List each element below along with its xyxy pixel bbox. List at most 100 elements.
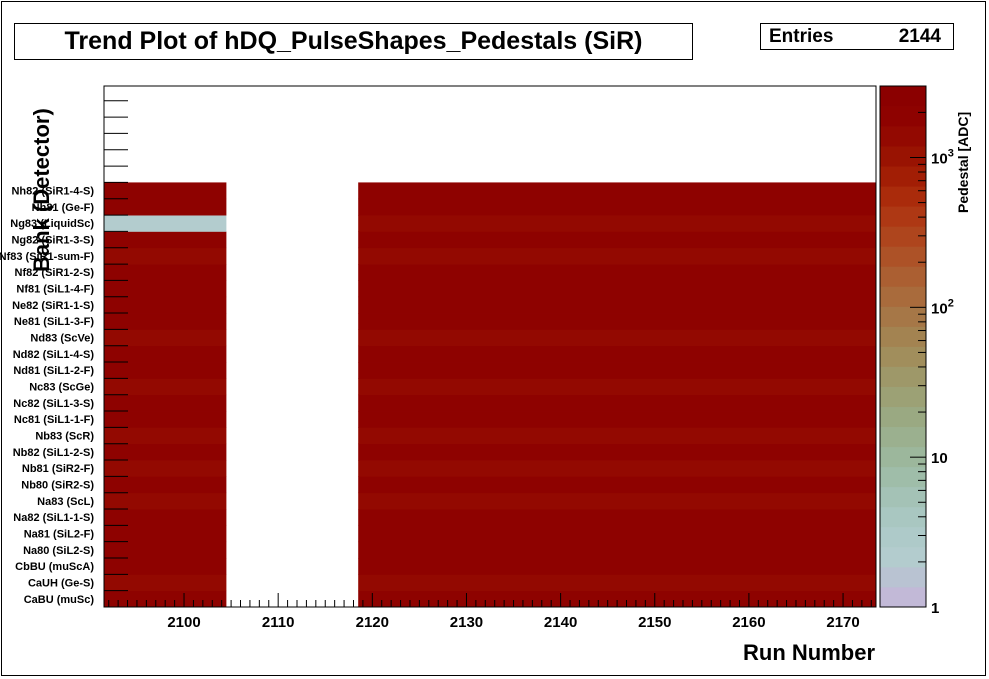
colorbar-segment bbox=[880, 566, 926, 588]
heatmap-cell bbox=[104, 394, 227, 412]
y-axis-label: Bank (Detector) bbox=[29, 108, 54, 272]
heatmap-cell bbox=[104, 574, 227, 592]
heatmap-cell bbox=[358, 509, 876, 526]
stats-box: Entries 2144 bbox=[760, 23, 954, 50]
heatmap-cell bbox=[358, 574, 876, 592]
y-tick-label: Nd83 (ScVe) bbox=[30, 333, 94, 345]
x-tick-label: 2170 bbox=[826, 614, 859, 631]
heatmap-cell bbox=[358, 378, 876, 396]
chart-title: Trend Plot of hDQ_PulseShapes_Pedestals … bbox=[14, 23, 693, 60]
heatmap-cell bbox=[358, 313, 876, 330]
colorbar-frame bbox=[879, 85, 927, 608]
heatmap-cell bbox=[358, 476, 876, 494]
colorbar-segment bbox=[880, 386, 926, 408]
heatmap-cell bbox=[104, 492, 227, 510]
colorbar-segment bbox=[880, 466, 926, 488]
heatmap-cell bbox=[358, 525, 876, 543]
colorbar-segment bbox=[880, 286, 926, 307]
heatmap-cell bbox=[358, 427, 876, 445]
colorbar-label: Pedestal [ADC] bbox=[955, 112, 971, 213]
colorbar-segment bbox=[880, 426, 926, 448]
plot-frame bbox=[103, 85, 877, 608]
y-tick-label: Nb82 (SiL1-2-S) bbox=[13, 447, 95, 459]
heatmap-cell bbox=[104, 329, 227, 347]
y-tick-label: CaUH (Ge-S) bbox=[28, 578, 94, 590]
heatmap-cell bbox=[104, 525, 227, 543]
colorbar-segment bbox=[880, 346, 926, 367]
heatmap-cell bbox=[358, 394, 876, 412]
x-tick-label: 2140 bbox=[544, 614, 577, 631]
y-tick-label: Ng82 (SiR1-3-S) bbox=[11, 235, 94, 247]
colorbar-segment bbox=[880, 306, 926, 327]
heatmap-cell bbox=[358, 182, 876, 200]
heatmap-cell bbox=[358, 247, 876, 265]
y-tick-label: Nh82 (SiR1-4-S) bbox=[11, 186, 94, 198]
heatmap-cell bbox=[104, 558, 227, 575]
y-tick-label: CaBU (muSc) bbox=[24, 594, 95, 606]
x-tick-label: 2160 bbox=[732, 614, 765, 631]
heatmap-cell bbox=[104, 247, 227, 265]
y-tick-label: Nf83 (SiR1-sum-F) bbox=[0, 251, 94, 263]
heatmap-cell bbox=[104, 280, 227, 298]
colorbar-segment bbox=[880, 546, 926, 568]
y-tick-label: Nf82 (SiR1-2-S) bbox=[15, 267, 95, 279]
heatmap-cell bbox=[358, 492, 876, 510]
y-tick-label: Ne82 (SiR1-1-S) bbox=[12, 300, 94, 312]
heatmap-cell bbox=[358, 198, 876, 216]
colorbar-segment bbox=[880, 366, 926, 387]
colorbar-segment bbox=[880, 446, 926, 468]
y-tick-label: Nc82 (SiL1-3-S) bbox=[13, 398, 94, 410]
heatmap-cell bbox=[358, 215, 876, 232]
y-tick-label: Nf81 (SiL1-4-F) bbox=[16, 284, 94, 296]
colorbar-segment bbox=[880, 526, 926, 548]
heatmap-cell bbox=[358, 411, 876, 428]
heatmap-cell bbox=[358, 329, 876, 347]
colorbar-tick-label: 1 bbox=[931, 600, 939, 617]
heatmap-cell bbox=[104, 182, 227, 200]
x-tick-label: 2100 bbox=[167, 614, 200, 631]
y-tick-label: Nd82 (SiL1-4-S) bbox=[13, 349, 95, 361]
heatmap-cell bbox=[358, 541, 876, 559]
y-tick-label: Ne81 (SiL1-3-F) bbox=[14, 316, 94, 328]
y-tick-label: Ng83 (LiquidSc) bbox=[10, 218, 94, 230]
y-tick-label: Nb80 (SiR2-S) bbox=[21, 480, 94, 492]
colorbar-tick-label: 10 bbox=[931, 450, 948, 467]
colorbar-segment bbox=[880, 86, 926, 107]
y-axis: CaBU (muSc) CaUH (Ge-S) CbBU (muScA) Na80 (… bbox=[0, 100, 128, 608]
colorbar-segment bbox=[880, 126, 926, 147]
entries-label: Entries bbox=[769, 26, 834, 47]
heatmap-cell bbox=[358, 264, 876, 281]
x-tick-label: 2110 bbox=[262, 614, 295, 631]
colorbar-segment bbox=[880, 166, 926, 187]
colorbar-segment bbox=[880, 486, 926, 508]
colorbar-segment bbox=[880, 106, 926, 127]
colorbar-segment bbox=[880, 586, 926, 608]
colorbar-tick-label: 103 bbox=[931, 147, 954, 167]
heatmap-cell bbox=[104, 590, 227, 608]
heatmap-cell bbox=[104, 198, 227, 216]
colorbar: 1 10 102 103 bbox=[879, 85, 954, 617]
heatmap-cell bbox=[104, 427, 227, 445]
heatmap-cell bbox=[104, 215, 227, 232]
y-tick-label: Nc81 (SiL1-1-F) bbox=[14, 414, 94, 426]
heatmap-cell bbox=[104, 443, 227, 461]
x-axis: 2100 2110 2120 2130 2140 2150 2160 2170 bbox=[108, 593, 872, 631]
heatmap-cell bbox=[358, 280, 876, 298]
colorbar-segment bbox=[880, 186, 926, 207]
y-tick-label: Na80 (SiL2-S) bbox=[23, 545, 94, 557]
heatmap-cell bbox=[358, 590, 876, 608]
heatmap-cell bbox=[104, 313, 227, 330]
heatmap-cell bbox=[358, 460, 876, 477]
colorbar-tick-label: 102 bbox=[931, 297, 954, 317]
colorbar-segment bbox=[880, 506, 926, 528]
heatmap-cell bbox=[358, 558, 876, 575]
colorbar-segment bbox=[880, 146, 926, 167]
heatmap-cell bbox=[358, 443, 876, 461]
x-tick-label: 2120 bbox=[356, 614, 389, 631]
heatmap-cell bbox=[104, 296, 227, 314]
y-tick-label: Na83 (ScL) bbox=[37, 496, 94, 508]
colorbar-segment bbox=[880, 226, 926, 247]
y-tick-label: Na81 (SiL2-F) bbox=[24, 529, 95, 541]
y-tick-label: Nh81 (Ge-F) bbox=[32, 202, 95, 214]
